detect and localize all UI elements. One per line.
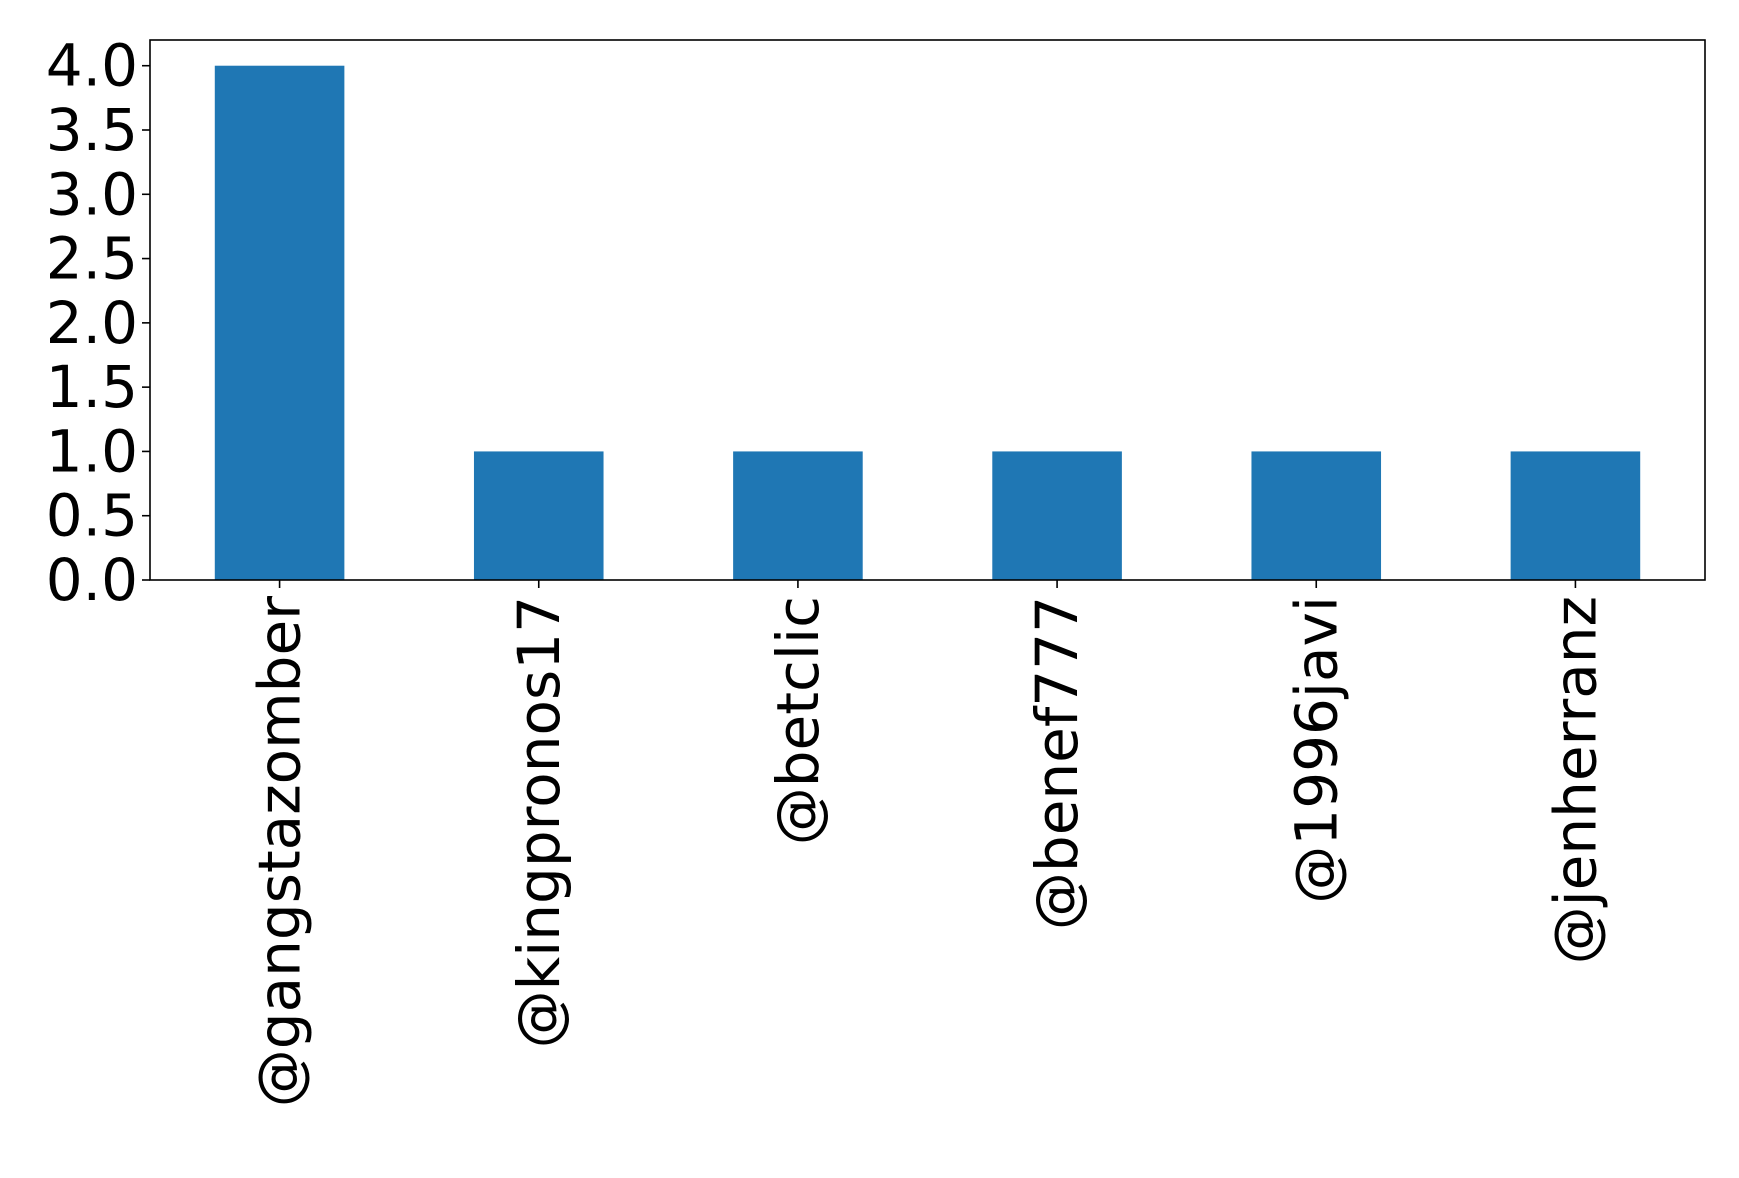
y-tick-label: 1.5 [46,353,138,421]
plot-frame [149,39,1706,581]
x-tick-label: @jenherranz [1541,596,1609,964]
y-axis: 0.00.51.01.52.02.53.03.54.0 [46,32,150,614]
x-tick-label: @gangstazomber [246,596,314,1107]
x-tick-label: @benef777 [1023,596,1091,930]
y-tick-label: 1.0 [46,417,138,485]
bars-group [214,65,1641,580]
y-tick-label: 3.0 [46,160,138,228]
bar-1 [473,451,604,580]
bar-3 [992,451,1122,580]
x-tick-label: @betclic [764,596,832,845]
y-tick-label: 2.0 [46,289,138,357]
x-axis: @gangstazomber @kingpronos17 @betclic @bene… [246,580,1609,1107]
x-tick-label: @1996javi [1282,596,1350,904]
y-tick-label: 3.5 [46,96,138,164]
bar-5 [1510,451,1641,580]
y-tick-label: 2.5 [46,225,138,293]
x-tick-label: @kingpronos17 [505,596,573,1048]
y-tick-label: 0.0 [46,546,138,614]
bar-0 [214,65,345,580]
y-tick-label: 4.0 [46,32,138,100]
bar-4 [1251,451,1382,580]
bar-2 [733,451,863,580]
y-tick-label: 0.5 [46,482,138,550]
